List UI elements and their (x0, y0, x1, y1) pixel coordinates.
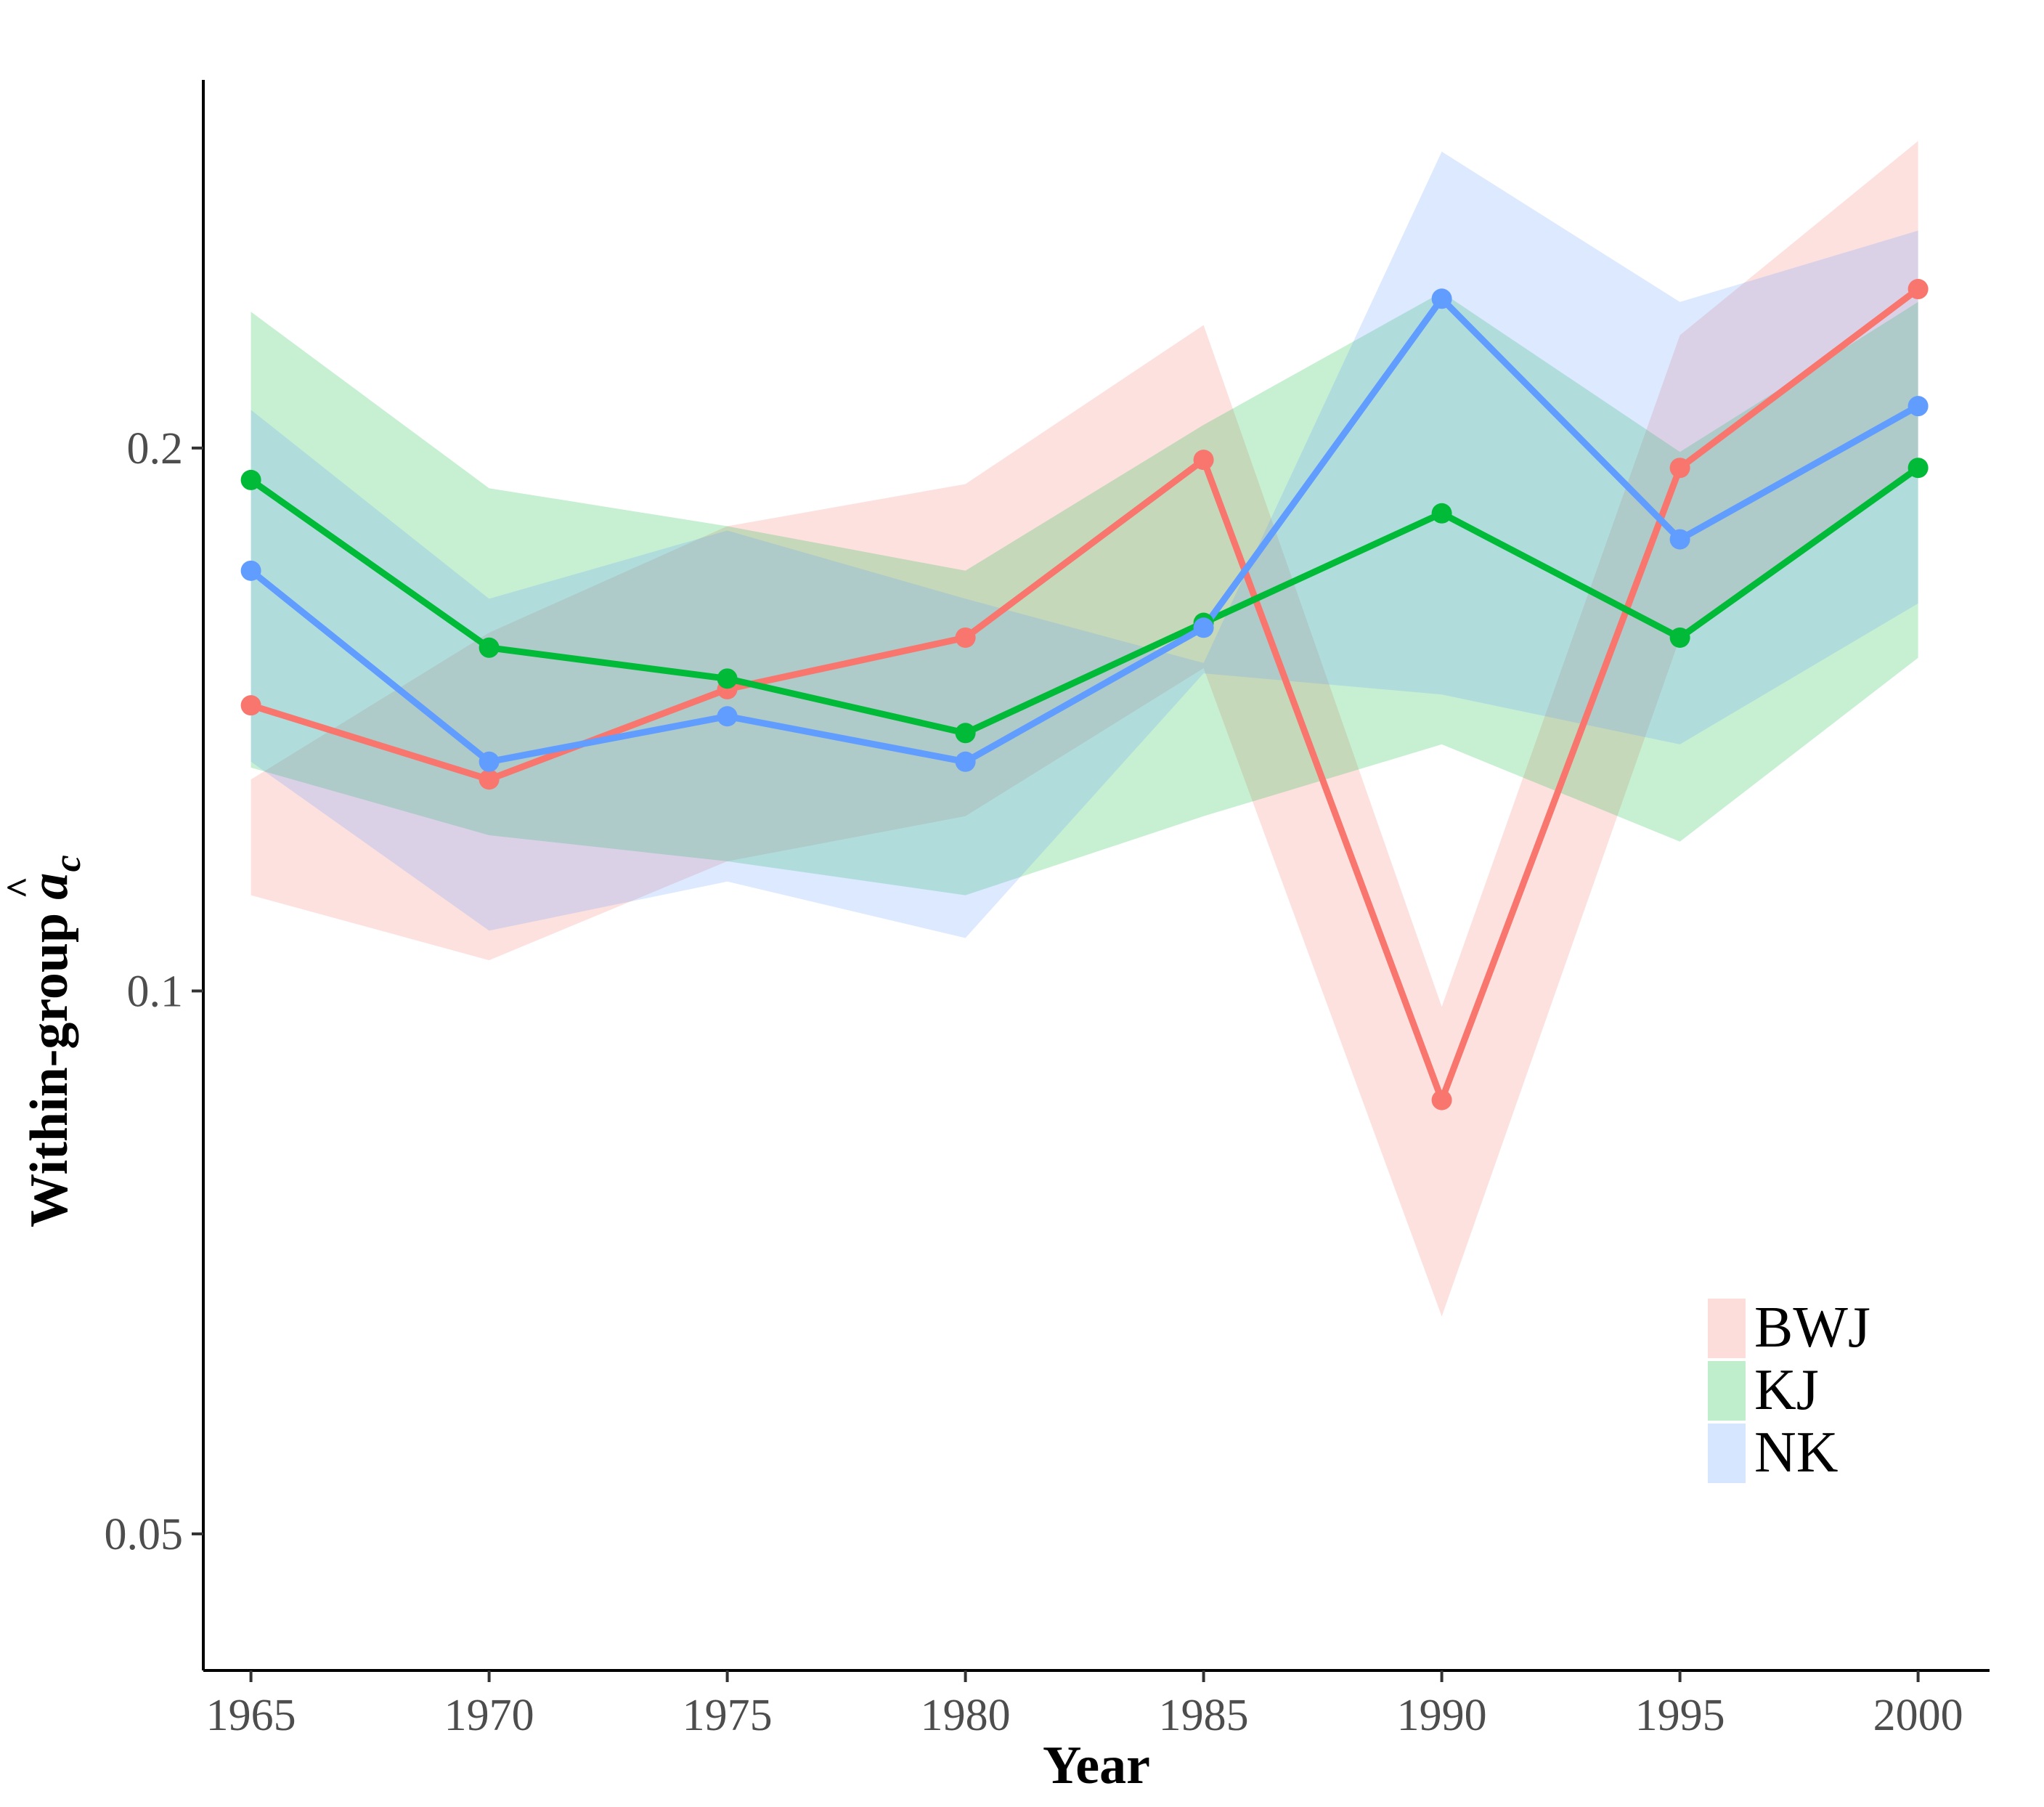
y-tick-label: 0.2 (127, 424, 184, 474)
y-axis-ticks: 0.05 0.1 0.2 (105, 424, 203, 1559)
x-tick-label: 1965 (206, 1691, 296, 1740)
x-tick-label: 1970 (444, 1691, 534, 1740)
y-axis-title: Within-group a^ c (0, 855, 89, 1227)
y-axis-title-text: Within-group (20, 913, 79, 1227)
point-kj-1970 (479, 637, 500, 658)
svg-text:Within-groupa^c: Within-group a^ c (0, 855, 89, 1227)
confidence-bands (251, 141, 1918, 1317)
band-nk (251, 151, 1918, 938)
point-nk-1990 (1431, 288, 1452, 309)
legend-swatch-kj (1708, 1361, 1746, 1421)
series-lines (248, 286, 1921, 1104)
y-tick-label: 0.1 (127, 967, 184, 1016)
point-kj-2000 (1907, 458, 1929, 479)
x-tick-label: 1975 (683, 1691, 773, 1740)
y-axis-title-hat: ^ (0, 876, 42, 898)
x-tick-label: 1995 (1635, 1691, 1725, 1740)
point-bwj-1965 (240, 695, 261, 716)
series-points (240, 279, 1929, 1110)
y-tick-label: 0.05 (105, 1510, 184, 1559)
point-kj-1990 (1431, 503, 1452, 524)
point-bwj-1990 (1431, 1089, 1452, 1110)
y-axis-title-symbol: a (20, 873, 79, 900)
point-kj-1975 (717, 668, 738, 689)
legend-swatch-bwj (1708, 1299, 1746, 1358)
point-nk-1985 (1193, 617, 1214, 638)
point-bwj-1995 (1669, 458, 1690, 479)
point-kj-1980 (955, 723, 976, 744)
point-nk-1995 (1669, 529, 1690, 550)
band-kj (251, 292, 1918, 896)
line-bwj (250, 286, 1921, 1104)
line-kj (249, 465, 1921, 736)
band-bwj (251, 141, 1918, 1317)
legend-label-bwj: BWJ (1754, 1296, 1870, 1360)
x-axis-title: Year (1043, 1736, 1150, 1795)
point-nk-1980 (955, 751, 976, 772)
y-axis-title-subscript: c (47, 855, 89, 872)
legend-label-kj: KJ (1754, 1358, 1819, 1422)
point-nk-1970 (479, 751, 500, 772)
legend-label-nk: NK (1754, 1421, 1839, 1485)
x-tick-label: 1985 (1159, 1691, 1249, 1740)
line-nk (248, 295, 1920, 766)
point-bwj-1985 (1193, 450, 1214, 471)
x-tick-label: 1980 (921, 1691, 1011, 1740)
point-bwj-1970 (479, 769, 500, 790)
point-nk-2000 (1907, 396, 1929, 417)
point-kj-1995 (1669, 627, 1690, 648)
point-nk-1965 (240, 560, 261, 581)
x-tick-label: 2000 (1873, 1691, 1963, 1740)
point-bwj-2000 (1907, 279, 1929, 300)
point-nk-1975 (717, 706, 738, 727)
point-kj-1965 (240, 469, 261, 490)
legend-swatch-nk (1708, 1424, 1746, 1483)
point-bwj-1980 (955, 627, 976, 648)
x-tick-label: 1990 (1397, 1691, 1487, 1740)
x-axis-ticks: 1965 1970 1975 1980 1985 1990 1995 2000 (206, 1670, 1963, 1740)
